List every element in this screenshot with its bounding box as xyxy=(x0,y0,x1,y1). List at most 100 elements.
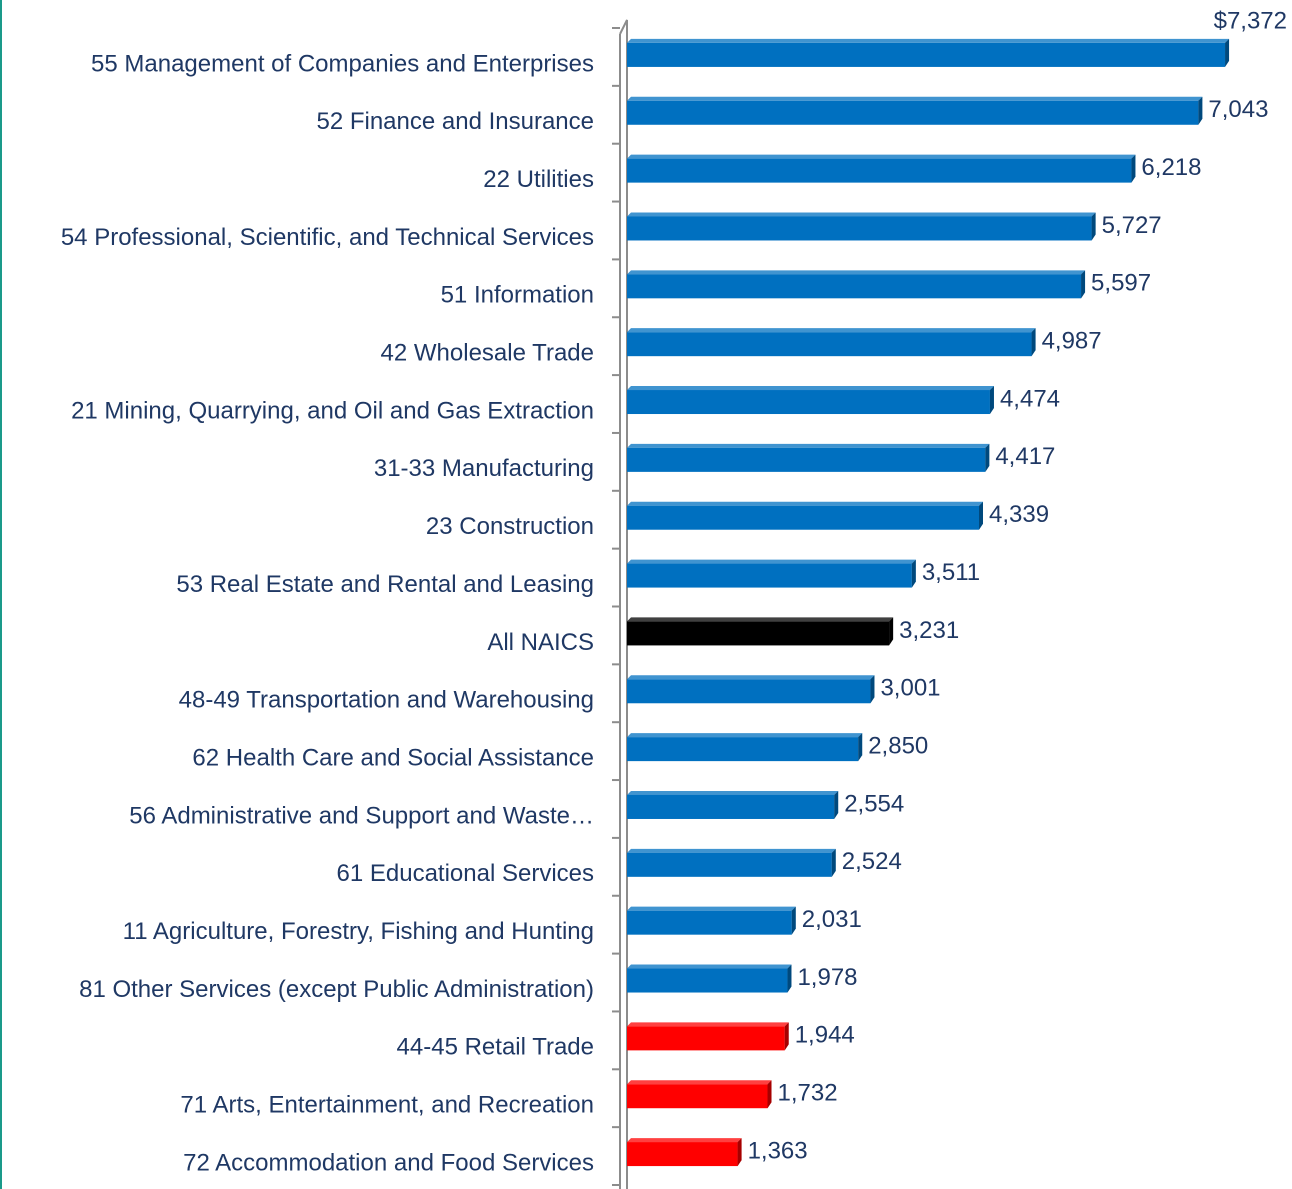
bar-side-shade xyxy=(1031,328,1036,357)
bar-top xyxy=(627,443,990,448)
value-label: 3,231 xyxy=(899,617,959,644)
bar-top xyxy=(627,1138,742,1143)
bar-front xyxy=(627,794,835,819)
bar-front xyxy=(627,158,1132,183)
bar-side xyxy=(870,675,875,704)
bar-side-shade xyxy=(784,1022,789,1051)
bar xyxy=(627,386,994,415)
bar-front xyxy=(627,968,788,993)
bar-side-shade xyxy=(767,1080,772,1109)
bar-side xyxy=(737,1138,742,1167)
bar xyxy=(627,848,836,877)
bar-side-shade xyxy=(1198,96,1203,125)
bar xyxy=(627,501,984,530)
category-label: 48-49 Transportation and Warehousing xyxy=(179,687,594,714)
bar-top xyxy=(627,386,994,391)
bar-front xyxy=(627,447,986,472)
bar-side xyxy=(979,501,984,530)
bar-side xyxy=(889,617,894,646)
bar-top xyxy=(627,964,792,969)
value-label: 7,043 xyxy=(1208,96,1268,123)
value-label: 4,339 xyxy=(989,501,1049,528)
bar-side xyxy=(791,906,796,935)
category-label: 62 Health Care and Social Assistance xyxy=(192,744,594,771)
bar xyxy=(627,1138,742,1167)
bar-side xyxy=(784,1022,789,1051)
bar-side xyxy=(1031,328,1036,357)
category-label: 44-45 Retail Trade xyxy=(397,1034,594,1061)
bar xyxy=(627,790,839,819)
bar-front xyxy=(627,390,990,415)
bar-front xyxy=(627,332,1032,357)
bar-top xyxy=(627,154,1136,159)
bar-front xyxy=(627,1026,785,1051)
bar-side-shade xyxy=(985,443,990,472)
category-label: 23 Construction xyxy=(426,513,594,540)
bar-side xyxy=(834,790,839,819)
bar-front xyxy=(627,737,859,762)
value-label: 1,732 xyxy=(778,1080,838,1107)
category-label: 52 Finance and Insurance xyxy=(316,108,594,135)
bar-top xyxy=(627,501,984,506)
bar xyxy=(627,675,875,704)
bar-top xyxy=(627,675,875,680)
category-label: 55 Management of Companies and Enterpris… xyxy=(91,50,594,77)
bar-top xyxy=(627,328,1036,333)
bar-front xyxy=(627,621,890,646)
bar-top xyxy=(627,733,863,738)
bar-side xyxy=(1081,270,1086,299)
bar-side-shade xyxy=(979,501,984,530)
value-label: 5,727 xyxy=(1102,212,1162,239)
value-label: 6,218 xyxy=(1141,154,1201,181)
category-label: 71 Arts, Entertainment, and Recreation xyxy=(180,1092,594,1119)
value-label: 1,978 xyxy=(797,964,857,991)
bar-side xyxy=(831,848,836,877)
category-label: 81 Other Services (except Public Adminis… xyxy=(79,976,594,1003)
bar-side-shade xyxy=(1131,154,1136,183)
value-label: 2,554 xyxy=(844,790,904,817)
bar-front xyxy=(627,505,980,530)
bar-side-shade xyxy=(989,386,994,415)
bar-side-shade xyxy=(1081,270,1086,299)
category-label: 11 Agriculture, Forestry, Fishing and Hu… xyxy=(123,918,594,945)
bar-top xyxy=(627,559,916,564)
bar-side-shade xyxy=(1091,212,1096,241)
bar-side-shade xyxy=(787,964,792,993)
bar-top xyxy=(627,790,839,795)
bar-front xyxy=(627,852,832,877)
bar xyxy=(627,1022,789,1051)
value-label: 4,987 xyxy=(1042,328,1102,355)
bar-side xyxy=(989,386,994,415)
category-label: 51 Information xyxy=(441,282,594,309)
bar xyxy=(627,212,1096,241)
bar-top xyxy=(627,96,1203,101)
bar-front xyxy=(627,100,1199,125)
bar-top xyxy=(627,617,894,622)
value-label: 1,944 xyxy=(795,1022,855,1049)
bar-side-shade xyxy=(831,848,836,877)
bar-side xyxy=(911,559,916,588)
bar-front xyxy=(627,1084,768,1109)
value-label: 5,597 xyxy=(1091,270,1151,297)
bar-side xyxy=(1131,154,1136,183)
value-label: 2,031 xyxy=(802,906,862,933)
value-label: 2,524 xyxy=(842,848,902,875)
bar xyxy=(627,96,1203,125)
category-label: 22 Utilities xyxy=(483,166,594,193)
bar-front xyxy=(627,1142,738,1167)
category-axis xyxy=(619,19,628,1189)
bar-side-shade xyxy=(834,790,839,819)
bar xyxy=(627,1080,772,1109)
bar-top xyxy=(627,848,836,853)
category-label: All NAICS xyxy=(487,629,594,656)
bar xyxy=(627,38,1230,67)
value-label: 2,850 xyxy=(868,732,928,759)
bar xyxy=(627,154,1136,183)
bar xyxy=(627,328,1036,357)
bar-top xyxy=(627,1080,772,1085)
value-label: 4,474 xyxy=(1000,385,1060,412)
bar-side xyxy=(767,1080,772,1109)
bar-side xyxy=(1225,38,1230,67)
bar-side xyxy=(1091,212,1096,241)
